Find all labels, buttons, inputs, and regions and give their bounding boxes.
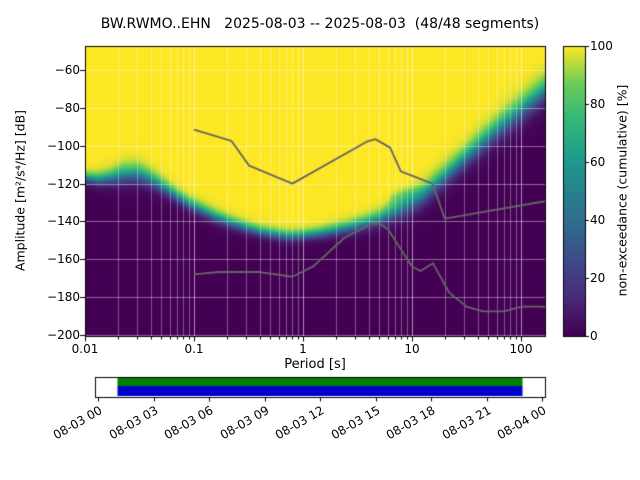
colorbar-tick-label: 100 (590, 39, 613, 53)
y-tick-label: −80 (54, 100, 80, 115)
colorbar-tick-label: 0 (590, 329, 598, 343)
x-tick-label: 1 (299, 342, 307, 356)
y-tick-label: −100 (47, 138, 80, 153)
y-tick-label: −140 (47, 214, 80, 229)
chart-title: BW.RWMO..EHN 2025-08-03 -- 2025-08-03 (4… (100, 16, 540, 32)
x-tick-label: 0.01 (71, 342, 99, 356)
y-tick-label: −160 (47, 252, 80, 267)
colorbar-tick-label: 20 (590, 271, 606, 285)
colorbar-tick-label: 40 (590, 213, 606, 227)
y-tick-label: −120 (47, 176, 80, 191)
colorbar-tick-label: 60 (590, 155, 606, 169)
x-tick-label: 10 (404, 342, 420, 356)
y-axis-label: Amplitude [m²/s⁴/Hz] [dB] (12, 109, 28, 272)
x-tick-label: 0.1 (184, 342, 204, 356)
colorbar-label: non-exceedance (cumulative) [%] (614, 84, 630, 297)
y-tick-label: −60 (54, 63, 80, 78)
y-tick-label: −180 (47, 290, 80, 305)
x-tick-label: 100 (509, 342, 533, 356)
x-axis-label: Period [s] (284, 357, 346, 372)
colorbar-tick-label: 80 (590, 97, 606, 111)
y-tick-label: −200 (47, 328, 80, 343)
